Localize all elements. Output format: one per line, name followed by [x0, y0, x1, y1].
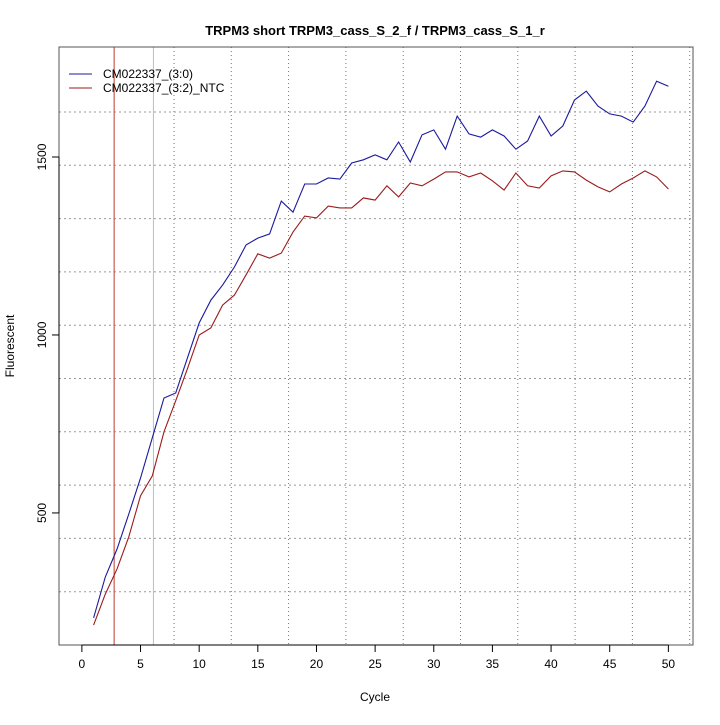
x-tick-label: 0 [79, 657, 86, 671]
plot-frame [58, 46, 694, 646]
x-tick-label: 35 [486, 657, 500, 671]
x-tick-label: 20 [310, 657, 324, 671]
y-tick-label: 500 [35, 503, 49, 523]
legend-label-1: CM022337_(3:2)_NTC [103, 81, 225, 95]
x-tick-label: 25 [368, 657, 382, 671]
x-axis: 0 5 10 15 20 25 30 35 40 45 50 [79, 644, 676, 671]
series-group [93, 80, 669, 626]
grid [59, 47, 693, 645]
x-tick-label: 15 [251, 657, 265, 671]
legend-label-0: CM022337_(3:0) [103, 67, 193, 81]
y-axis: 500 1000 1500 [35, 143, 60, 523]
x-axis-label: Cycle [360, 690, 390, 704]
x-tick-label: 30 [427, 657, 441, 671]
x-tick-label: 45 [603, 657, 617, 671]
y-tick-label: 1000 [35, 321, 49, 348]
y-axis-label: Fluorescent [3, 314, 17, 377]
threshold-lines [113, 47, 154, 645]
x-tick-label: 10 [192, 657, 206, 671]
x-tick-label: 5 [137, 657, 144, 671]
y-tick-label: 1500 [35, 143, 49, 170]
series-line-1 [93, 170, 669, 626]
series-line-0 [93, 80, 669, 619]
x-tick-label: 40 [544, 657, 558, 671]
legend: CM022337_(3:0) CM022337_(3:2)_NTC [69, 67, 225, 95]
x-tick-label: 50 [662, 657, 676, 671]
chart-title: TRPM3 short TRPM3_cass_S_2_f / TRPM3_cas… [205, 23, 545, 38]
